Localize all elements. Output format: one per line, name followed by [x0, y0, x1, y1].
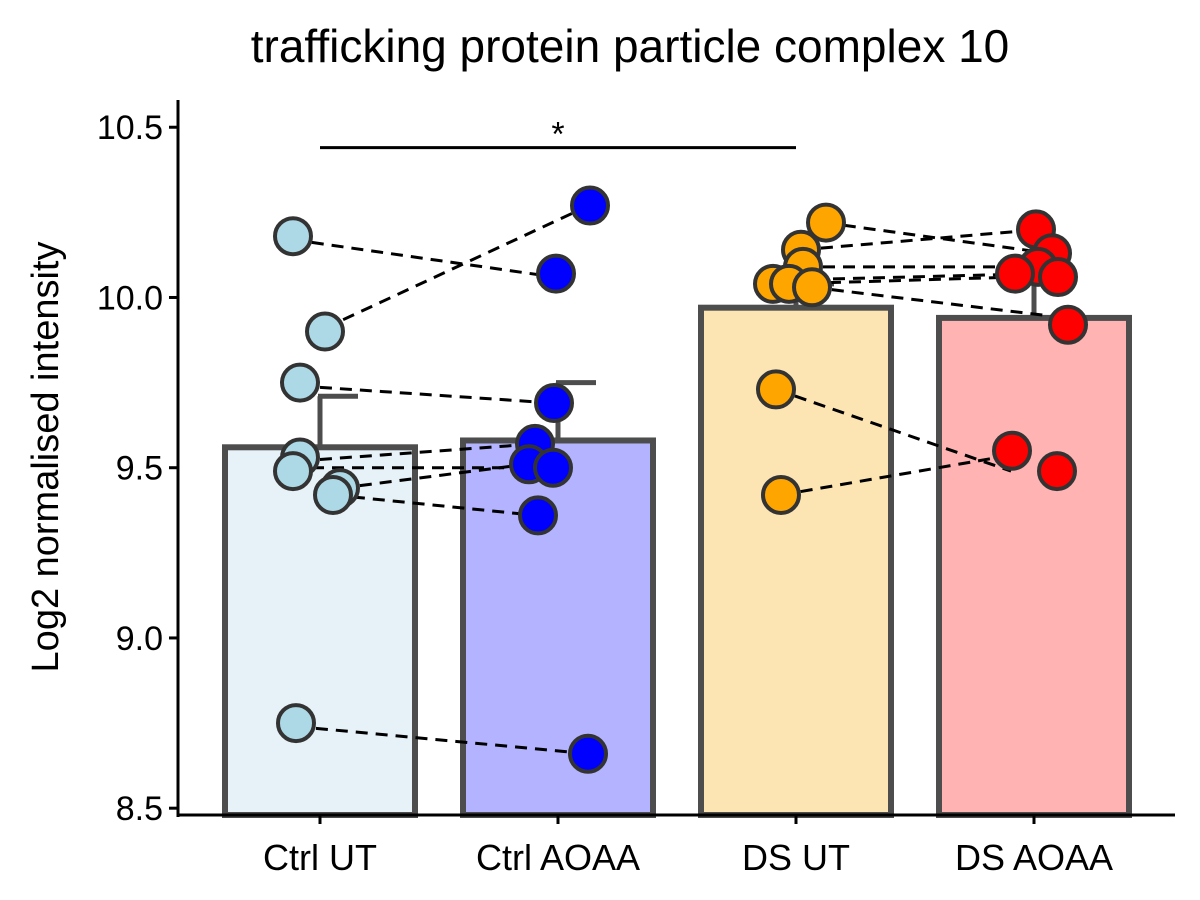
data-point-0-4 [273, 451, 313, 492]
paired-line-6 [332, 493, 537, 517]
points-layer [273, 185, 1088, 774]
y-tick-label-4: 10.5 [97, 109, 163, 147]
data-point-1-1 [536, 253, 576, 294]
data-point-0-0 [273, 216, 313, 257]
paired-line-2 [299, 384, 554, 405]
data-point-2-0 [806, 202, 846, 243]
data-point-2-7 [761, 474, 801, 515]
paired-line-9 [800, 227, 1042, 252]
paired-lines-layer [291, 204, 1067, 756]
axes-layer: 8.5 9.0 9.5 10.0 10.5 Ctrl UT Ctrl AOAA DS UT DS… [97, 100, 1175, 878]
y-tick-label-3: 10.0 [97, 279, 163, 317]
paired-line-5 [339, 459, 554, 490]
paired-line-0 [291, 238, 556, 279]
paired-line-12 [788, 275, 1016, 286]
data-point-3-5 [1048, 304, 1088, 345]
x-tick-label-1: Ctrl AOAA [476, 837, 640, 878]
bars-layer [222, 304, 1132, 818]
paired-line-15 [780, 449, 1038, 497]
x-tick-label-0: Ctrl UT [263, 837, 377, 878]
data-point-1-0 [570, 185, 610, 226]
x-tick-label-2: DS UT [742, 837, 850, 878]
paired-line-7 [295, 724, 589, 756]
paired-line-13 [811, 285, 1067, 320]
bar-2 [698, 304, 894, 818]
data-point-3-4 [1038, 257, 1078, 298]
data-point-0-6 [313, 474, 353, 515]
x-tick-label-3: DS AOAA [955, 837, 1113, 878]
data-point-1-7 [568, 733, 608, 774]
y-tick-label-1: 9.0 [116, 620, 163, 658]
y-axis-label: Log2 normalised intensity [25, 242, 67, 673]
data-point-0-1 [305, 311, 345, 352]
y-tick-label-0: 8.5 [116, 790, 163, 828]
chart-title: trafficking protein particle complex 10 [251, 20, 1010, 72]
significance-layer: * [320, 116, 796, 154]
y-tick-label-2: 9.5 [116, 450, 163, 488]
paired-line-8 [823, 221, 1050, 255]
significance-label-0: * [551, 116, 564, 154]
data-point-1-6 [518, 495, 558, 536]
bar-3 [936, 314, 1132, 818]
data-point-0-7 [276, 703, 316, 744]
bar-1 [460, 437, 656, 818]
data-point-0-2 [280, 362, 320, 403]
data-point-1-2 [534, 383, 574, 424]
paired-line-1 [324, 204, 590, 330]
paired-line-14 [775, 387, 1012, 473]
data-point-3-3 [995, 253, 1035, 294]
data-point-3-7 [1037, 451, 1077, 492]
data-point-2-5 [792, 267, 832, 308]
data-point-1-5 [533, 447, 573, 488]
data-point-2-6 [756, 369, 796, 410]
data-point-3-6 [992, 430, 1032, 471]
